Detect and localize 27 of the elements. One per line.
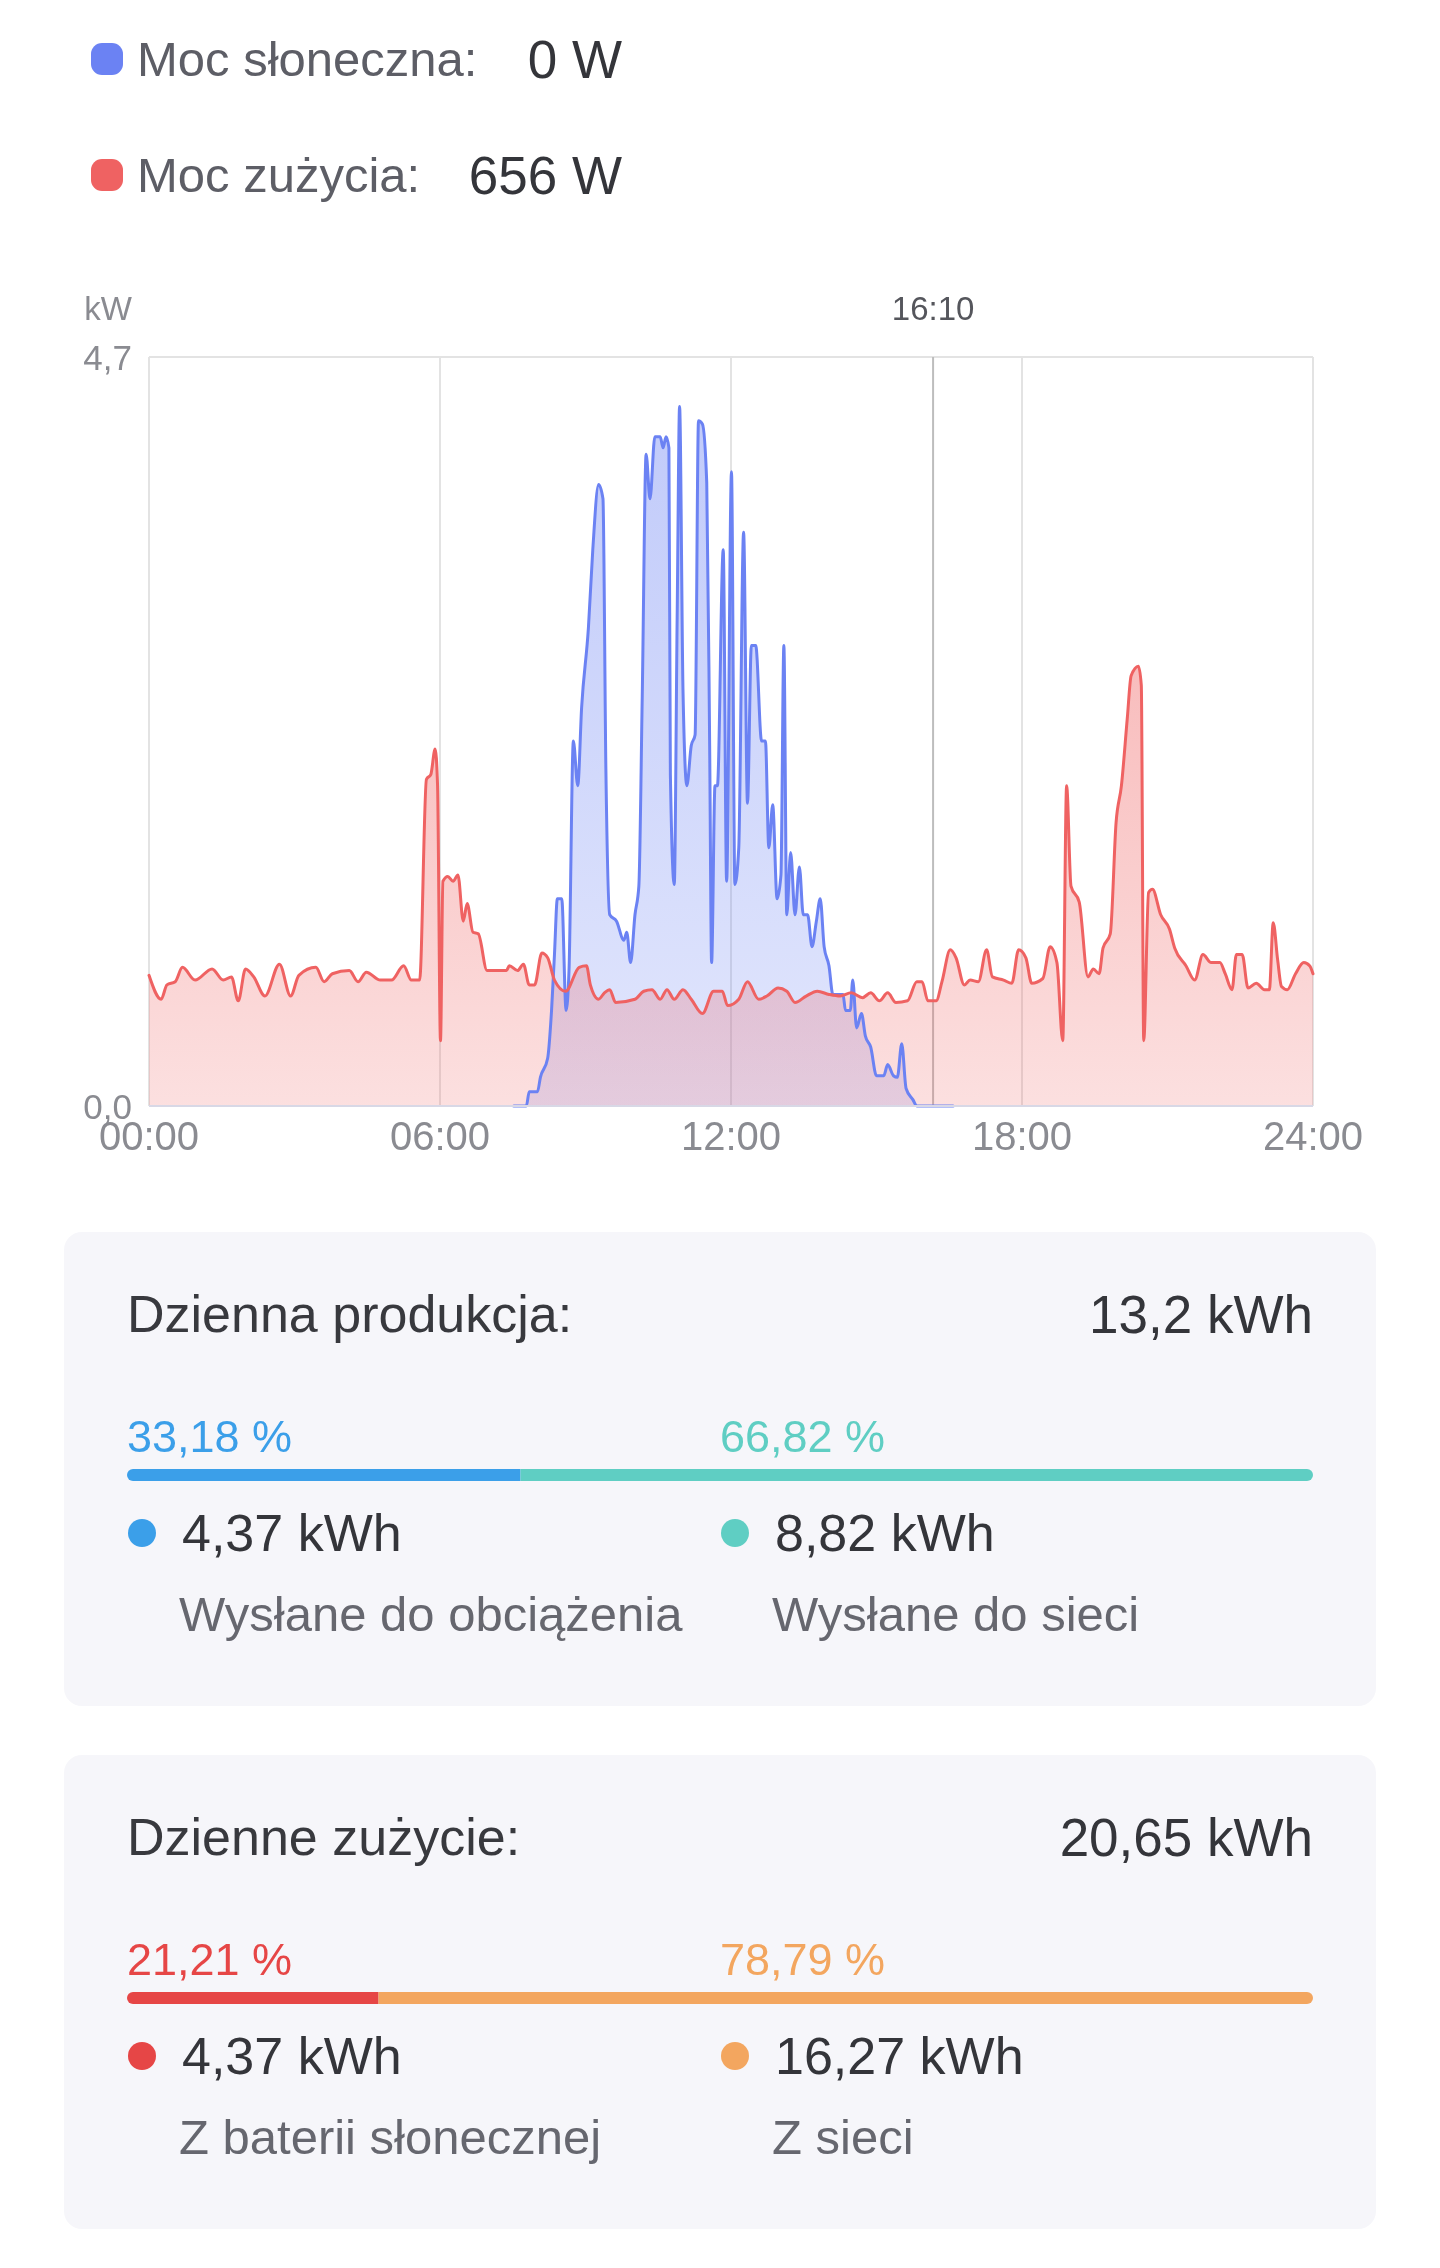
data-label: 66,82 % — [720, 1410, 886, 1462]
text: 4,37 kWh — [182, 1504, 402, 1562]
text: 16,27 kWh — [775, 2027, 1024, 2085]
text: 8,82 kWh — [775, 1504, 995, 1562]
x-tick-label: 12:00 — [680, 1114, 782, 1158]
data-label: 33,18 % — [127, 1410, 293, 1462]
legend-label: Z sieci — [772, 2110, 914, 2164]
legend-label: Wysłane do sieci — [772, 1587, 1140, 1641]
text: 0 W — [527, 29, 622, 89]
text: 656 W — [468, 145, 622, 205]
text: 13,2 kWh — [1089, 1284, 1313, 1344]
chart-title: Dzienna produkcja: — [127, 1285, 573, 1343]
legend-label: Moc zużycia: — [137, 148, 421, 202]
text: 20,65 kWh — [1059, 1807, 1313, 1867]
x-tick-label: 06:00 — [389, 1114, 491, 1158]
text: 4,37 kWh — [182, 2027, 402, 2085]
data-label: 78,79 % — [720, 1933, 886, 1985]
data-label: 21,21 % — [127, 1933, 293, 1985]
legend-label: Wysłane do obciążenia — [179, 1587, 684, 1641]
x-tick-label: 18:00 — [971, 1114, 1073, 1158]
legend-label: Moc słoneczna: — [137, 32, 478, 86]
x-tick-label: 24:00 — [1262, 1114, 1364, 1158]
y-tick-label: 4,7 — [83, 337, 132, 377]
chart-title: Dzienne zużycie: — [127, 1808, 521, 1866]
ref-line-label: 16:10 — [891, 289, 975, 327]
y-axis-title: kW — [84, 289, 133, 327]
legend-label: Z baterii słonecznej — [179, 2110, 602, 2164]
